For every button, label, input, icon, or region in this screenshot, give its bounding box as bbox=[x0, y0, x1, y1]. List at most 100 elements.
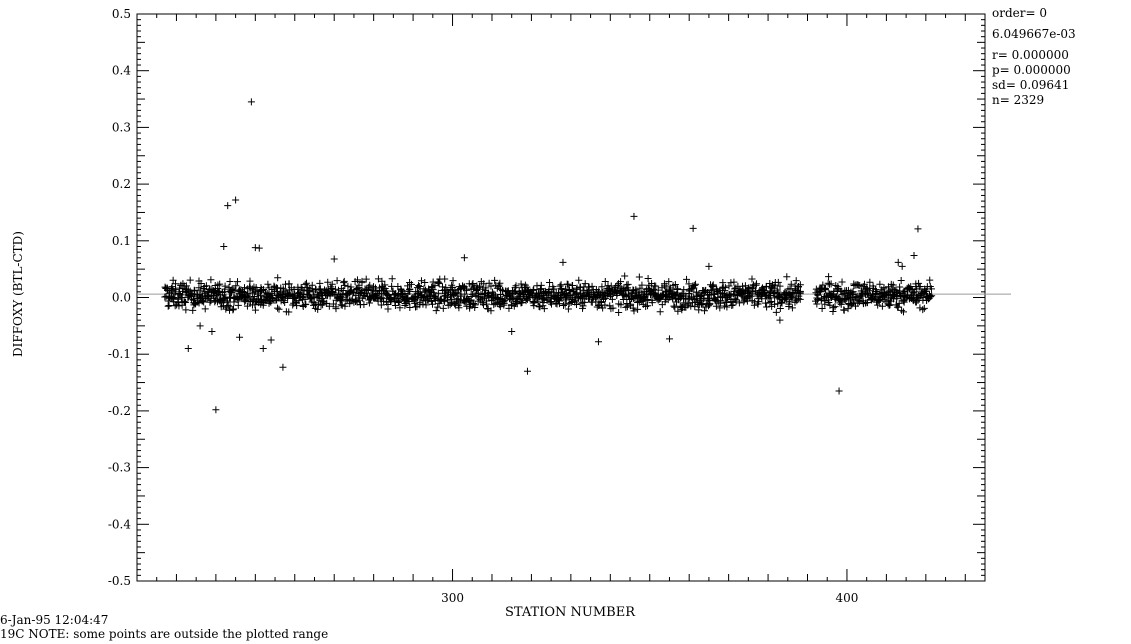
data-point bbox=[700, 307, 708, 315]
data-point bbox=[353, 276, 361, 284]
data-point bbox=[319, 297, 327, 305]
data-point bbox=[463, 286, 471, 294]
data-point bbox=[849, 288, 857, 296]
data-point bbox=[388, 275, 396, 283]
data-point bbox=[621, 272, 629, 280]
y-axis-ticks: 0.5 0.4 0.3 0.2 0.1 0.0 -0.1 -0.2 -0.3 -0.4 -0.5 bbox=[108, 7, 985, 588]
data-point bbox=[740, 298, 748, 306]
data-point bbox=[923, 287, 931, 295]
data-point bbox=[674, 285, 682, 293]
data-point bbox=[517, 299, 525, 307]
data-point bbox=[563, 280, 571, 288]
data-point bbox=[561, 300, 569, 308]
data-point bbox=[264, 280, 272, 288]
data-point bbox=[559, 302, 567, 310]
data-point bbox=[831, 303, 839, 311]
data-point bbox=[672, 291, 680, 299]
data-point bbox=[585, 283, 593, 291]
data-point bbox=[829, 290, 837, 298]
data-point bbox=[632, 286, 640, 294]
data-point bbox=[466, 304, 474, 312]
data-point bbox=[565, 292, 573, 300]
data-point bbox=[427, 297, 435, 305]
data-point bbox=[314, 305, 322, 313]
data-point bbox=[776, 282, 784, 290]
data-point bbox=[522, 297, 530, 305]
data-point bbox=[826, 301, 834, 309]
data-point bbox=[175, 302, 183, 310]
data-point bbox=[595, 287, 603, 295]
data-point bbox=[459, 282, 467, 290]
data-point bbox=[680, 299, 688, 307]
data-points bbox=[161, 98, 936, 414]
data-point bbox=[559, 258, 567, 266]
data-point bbox=[762, 299, 770, 307]
data-point bbox=[388, 282, 396, 290]
data-point bbox=[866, 278, 874, 286]
data-point bbox=[838, 291, 846, 299]
data-point bbox=[926, 276, 934, 284]
data-point bbox=[338, 294, 346, 302]
data-point bbox=[523, 283, 531, 291]
data-point bbox=[898, 262, 906, 270]
stat-p: p= 0.000000 bbox=[992, 63, 1071, 77]
data-point bbox=[878, 302, 886, 310]
data-point bbox=[341, 302, 349, 310]
data-point bbox=[460, 254, 468, 262]
data-point bbox=[581, 298, 589, 306]
data-point bbox=[914, 225, 922, 233]
data-point bbox=[346, 300, 354, 308]
data-point bbox=[251, 244, 259, 252]
data-point bbox=[196, 322, 204, 330]
data-point bbox=[367, 287, 375, 295]
data-point bbox=[656, 308, 664, 316]
data-point bbox=[435, 279, 443, 287]
data-point bbox=[897, 277, 905, 284]
data-point bbox=[442, 283, 450, 291]
y-tick-label: 0.1 bbox=[112, 234, 131, 248]
data-point bbox=[308, 285, 316, 293]
data-point bbox=[184, 286, 192, 294]
data-point bbox=[404, 296, 412, 304]
data-point bbox=[517, 280, 525, 288]
data-point bbox=[546, 278, 554, 286]
data-point bbox=[184, 345, 192, 353]
data-point bbox=[753, 280, 761, 288]
data-point bbox=[455, 304, 463, 312]
data-point bbox=[710, 290, 718, 298]
data-point bbox=[695, 306, 703, 314]
data-point bbox=[229, 306, 237, 314]
data-point bbox=[670, 302, 678, 310]
data-point bbox=[426, 291, 434, 299]
data-point bbox=[568, 281, 576, 289]
data-point bbox=[829, 307, 837, 315]
data-point bbox=[721, 284, 729, 292]
data-point bbox=[416, 301, 424, 309]
data-point bbox=[749, 283, 757, 291]
data-point bbox=[630, 212, 638, 220]
data-point bbox=[685, 280, 693, 288]
data-point bbox=[654, 286, 662, 294]
data-point bbox=[577, 290, 585, 298]
data-point bbox=[416, 283, 424, 291]
data-point bbox=[624, 280, 632, 288]
data-point bbox=[821, 286, 829, 294]
data-point bbox=[623, 281, 631, 289]
data-point bbox=[434, 303, 442, 311]
data-point bbox=[512, 282, 520, 290]
data-point bbox=[180, 297, 188, 305]
data-point bbox=[439, 304, 447, 312]
data-point bbox=[876, 280, 884, 288]
data-point bbox=[910, 252, 918, 260]
data-point bbox=[182, 306, 190, 314]
data-point bbox=[344, 282, 352, 290]
data-point bbox=[885, 287, 893, 295]
timestamp: 6-Jan-95 12:04:47 bbox=[0, 613, 109, 627]
data-point bbox=[872, 287, 880, 295]
data-point bbox=[540, 305, 548, 313]
data-point bbox=[511, 288, 519, 296]
data-point bbox=[234, 278, 242, 286]
data-point bbox=[412, 295, 420, 303]
data-point bbox=[212, 292, 220, 300]
